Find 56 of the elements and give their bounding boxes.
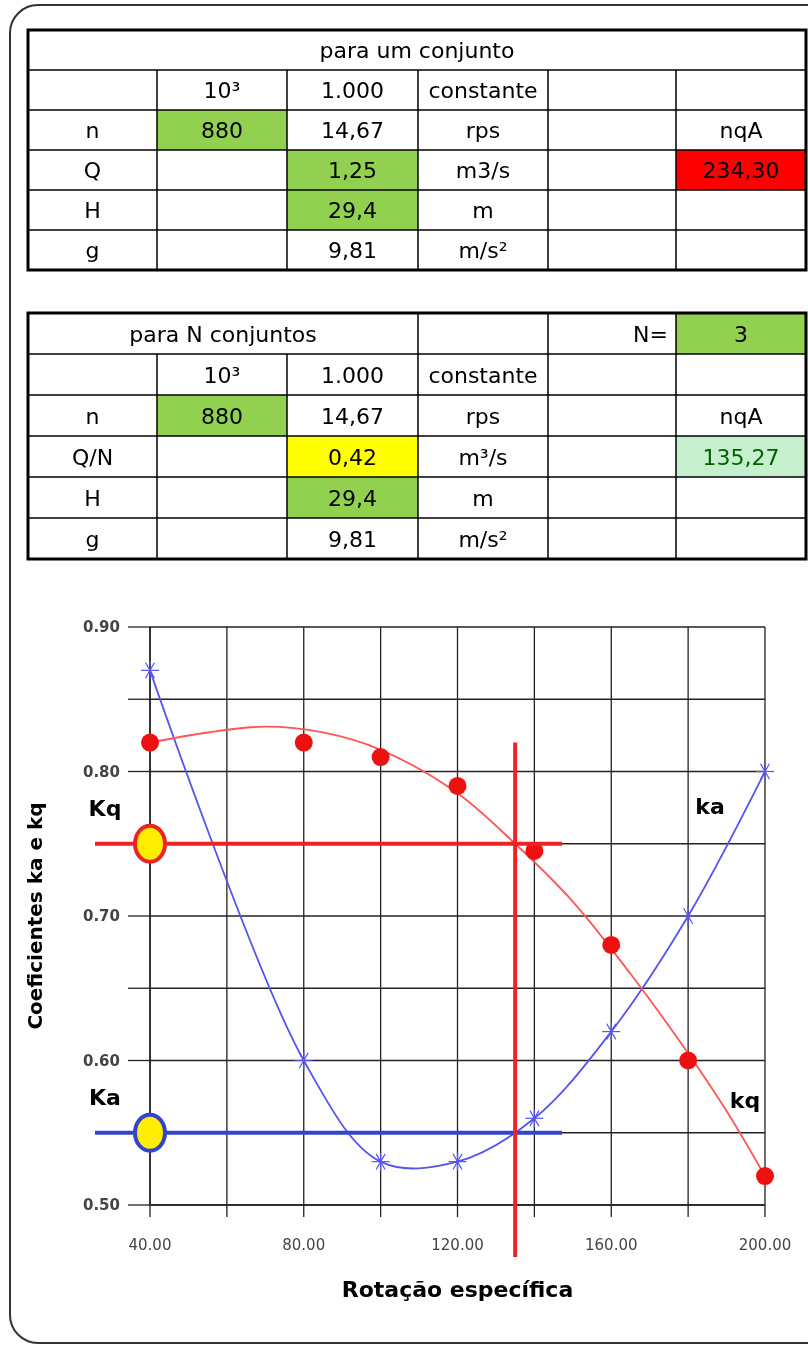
text: rps — [465, 403, 501, 429]
y-tick-label: 0.60 — [82, 1051, 120, 1070]
text: 1.000 — [321, 78, 384, 103]
text: 10³ — [203, 78, 241, 103]
text: m — [472, 485, 494, 511]
y-tick-label: 0.70 — [82, 907, 120, 925]
x-tick-label: 80.00 — [282, 1236, 326, 1254]
text: 234,30 — [702, 158, 780, 183]
text: rps — [465, 118, 501, 143]
y-tick-label: 0.80 — [82, 762, 120, 781]
text: n — [85, 403, 100, 429]
x-tick-label: 40.00 — [128, 1236, 172, 1254]
text: N= — [633, 321, 668, 347]
text: 29,4 — [328, 485, 377, 511]
text: g — [85, 238, 100, 263]
text: nqA — [719, 403, 763, 429]
text: 1,25 — [328, 158, 377, 183]
text: para um conjunto — [319, 38, 515, 63]
text: 135,27 — [702, 444, 780, 470]
text: 14,67 — [321, 118, 384, 143]
ref-line-label: Kq — [88, 795, 122, 821]
text: 880 — [201, 118, 243, 143]
y-tick-label: 0.90 — [82, 618, 120, 636]
text: constante — [428, 362, 538, 388]
text: 29,4 — [328, 198, 377, 223]
text: Q — [83, 158, 102, 183]
ref-line-label: Ka — [89, 1084, 121, 1110]
text: nqA — [719, 118, 763, 143]
series-label: ka — [695, 793, 725, 819]
text: m³/s — [458, 444, 508, 470]
text: H — [84, 485, 101, 511]
text: 10³ — [203, 362, 241, 388]
text: m/s² — [458, 238, 508, 263]
y-axis-title: Coeficientes ka e kq — [23, 802, 47, 1030]
text: m3/s — [455, 158, 511, 183]
x-tick-label: 160.00 — [585, 1236, 638, 1254]
text: m/s² — [458, 526, 508, 552]
y-tick-label: 0.50 — [82, 1196, 120, 1214]
text: para N conjuntos — [129, 321, 317, 347]
text: 1.000 — [321, 362, 384, 388]
text: 9,81 — [328, 238, 377, 263]
text: 9,81 — [328, 526, 377, 552]
x-tick-label: 120.00 — [431, 1236, 484, 1254]
text: 14,67 — [321, 403, 384, 429]
text: n — [85, 118, 100, 143]
x-tick-label: 200.00 — [738, 1236, 792, 1254]
text: Q/N — [71, 444, 114, 470]
text: constante — [428, 78, 538, 103]
x-axis-title: Rotação específica — [341, 1277, 574, 1302]
series-label: kq — [729, 1088, 761, 1114]
text: 3 — [734, 321, 748, 347]
text: g — [85, 526, 100, 552]
text: H — [84, 198, 101, 223]
text: 880 — [201, 403, 243, 429]
text: 0,42 — [328, 444, 377, 470]
text: m — [472, 198, 494, 223]
